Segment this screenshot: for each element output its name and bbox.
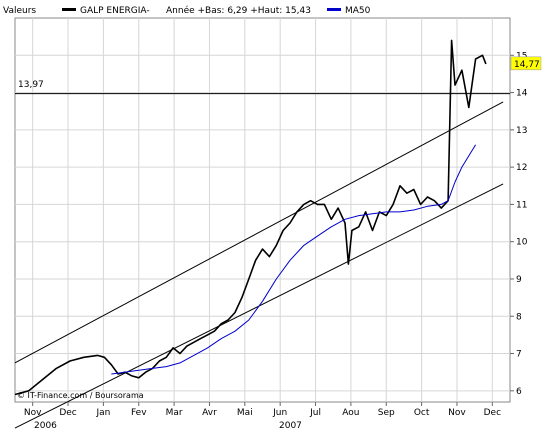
last-value-label: 14,77 xyxy=(514,60,540,70)
ma50-line xyxy=(111,144,477,375)
trend-channel-line xyxy=(14,101,504,364)
y-tick-label: 8 xyxy=(516,312,522,322)
x-tick-label: Nov xyxy=(24,408,42,418)
x-tick-label: Oct xyxy=(414,408,430,418)
x-tick-label: Nov xyxy=(448,408,466,418)
plot-area xyxy=(14,17,511,403)
y-axis: 6 7 8 9 10 11 12 13 14 15 xyxy=(510,51,528,397)
last-value-badge xyxy=(510,56,542,71)
grid-layer xyxy=(15,18,510,402)
x-tick-label: Mai xyxy=(237,408,253,418)
x-tick-label: Jun xyxy=(272,408,287,418)
y-tick-label: 6 xyxy=(516,387,522,397)
price-legend-swatch xyxy=(62,8,76,11)
header-valeurs-label: Valeurs xyxy=(3,6,36,16)
x-tick-label: Aou xyxy=(342,408,359,418)
y-tick-label: 10 xyxy=(516,238,528,248)
ma-legend-swatch xyxy=(327,8,341,11)
x-tick-label: Dec xyxy=(484,408,501,418)
y-tick-label: 12 xyxy=(516,163,527,173)
ma-legend-label: MA50 xyxy=(345,6,371,16)
x-tick-label: Jan xyxy=(95,408,110,418)
copyright-text: © IT-Finance.com / Boursorama xyxy=(17,391,144,400)
y-tick-label: 7 xyxy=(516,350,522,360)
y-tick-label: 11 xyxy=(516,200,527,210)
price-legend-label: GALP ENERGIA- xyxy=(80,6,150,16)
x-tick-label: Avr xyxy=(202,408,217,418)
x-tick-label: Mar xyxy=(166,408,183,418)
x-tick-label: Fev xyxy=(131,408,147,418)
y-tick-label: 9 xyxy=(516,275,522,285)
x-tick-label: Dec xyxy=(59,408,76,418)
price-line xyxy=(14,39,487,396)
y-tick-label: 14 xyxy=(516,89,528,99)
x-axis: Nov Dec Jan Fev Mar Avr Mai Jun Jul Aou Sep Oct Nov D… xyxy=(24,402,501,418)
x-tick-label: Sep xyxy=(378,408,395,418)
reference-line-label: 13,97 xyxy=(18,80,44,90)
y-tick-label: 13 xyxy=(516,126,527,136)
year-label-2007: 2007 xyxy=(279,421,302,430)
series-layer xyxy=(14,39,487,396)
y-tick-label: 15 xyxy=(516,51,527,61)
annee-range-text: Année +Bas: 6,29 +Haut: 15,43 xyxy=(166,5,311,16)
year-label-2006: 2006 xyxy=(34,421,57,430)
x-tick-label: Jul xyxy=(309,408,321,418)
